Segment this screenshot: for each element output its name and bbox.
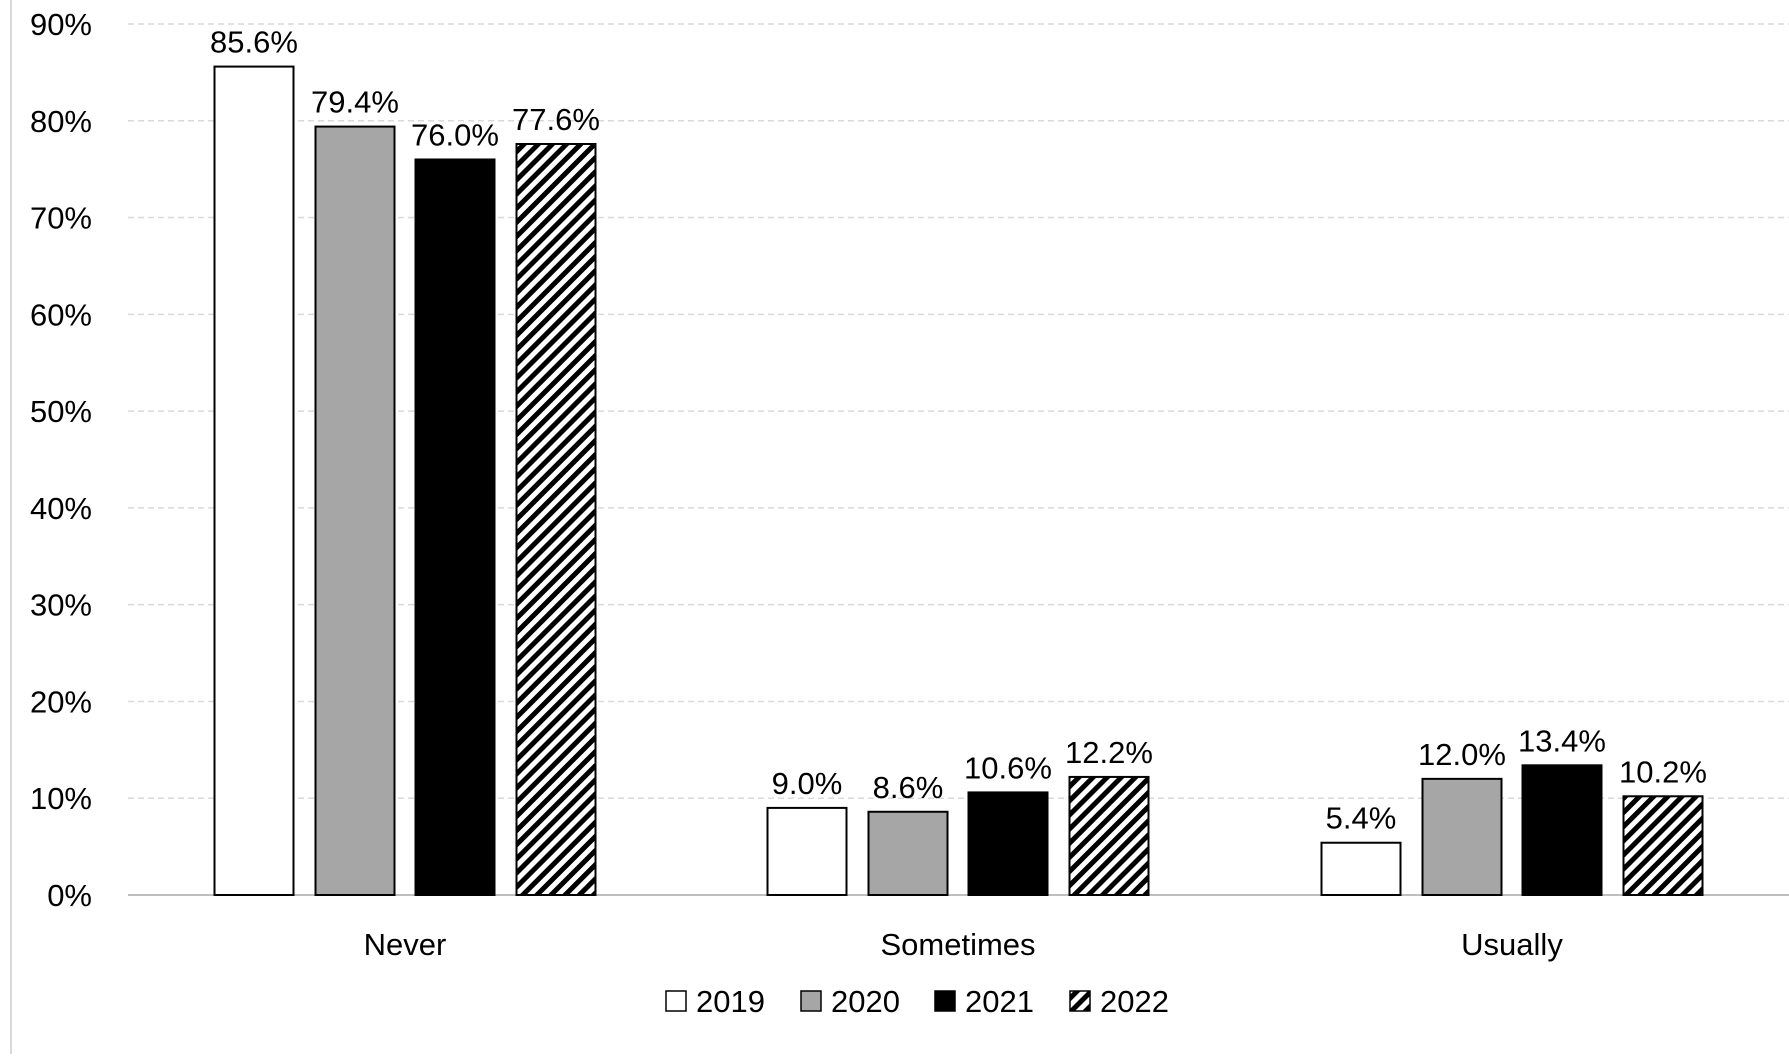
legend-swatch-2021 <box>934 990 956 1012</box>
y-tick-label: 80% <box>30 104 92 139</box>
y-tick-label: 90% <box>30 7 92 42</box>
bar-2022-sometimes <box>1068 775 1150 896</box>
bar-2019-never <box>213 65 295 897</box>
data-label-2022-sometimes: 12.2% <box>1065 735 1153 770</box>
y-tick-label: 0% <box>47 878 92 913</box>
x-category-label: Usually <box>1461 927 1563 962</box>
legend-swatch-2020 <box>800 990 822 1012</box>
bar-2021-usually <box>1521 764 1603 896</box>
data-label-2021-sometimes: 10.6% <box>964 750 1052 785</box>
legend: 2019 2020 2021 2022 <box>665 984 1169 1019</box>
legend-label-2019: 2019 <box>696 984 765 1019</box>
legend-swatch-2022 <box>1069 990 1091 1012</box>
bar-2020-never <box>314 125 396 896</box>
legend-label-2022: 2022 <box>1100 984 1169 1019</box>
x-category-label: Never <box>364 927 447 962</box>
x-category-label: Sometimes <box>880 927 1035 962</box>
gridlines <box>128 23 1789 799</box>
data-label-2020-usually: 12.0% <box>1418 737 1506 772</box>
bar-2021-never <box>414 158 496 896</box>
data-label-2021-usually: 13.4% <box>1518 723 1606 758</box>
bar-2022-usually <box>1622 795 1704 897</box>
data-label-2019-sometimes: 9.0% <box>772 766 843 801</box>
y-tick-label: 40% <box>30 491 92 526</box>
y-tick-label: 50% <box>30 394 92 429</box>
axes: 0% 10% 20% 30% 40% 50% 60% 70% 80% 90% Never Someti… <box>10 0 1789 1054</box>
bar-2019-sometimes <box>766 806 848 897</box>
y-tick-label: 70% <box>30 201 92 236</box>
legend-label-2020: 2020 <box>831 984 900 1019</box>
bar-2022-never <box>515 143 597 896</box>
data-labels: 85.6% 9.0% 5.4% 79.4% 8.6% 12.0% 76.0% 10.6% 13.… <box>210 25 1707 836</box>
data-label-2022-never: 77.6% <box>512 102 600 137</box>
y-tick-label: 20% <box>30 684 92 719</box>
bar-2019-usually <box>1320 841 1402 896</box>
y-tick-label: 60% <box>30 297 92 332</box>
data-label-2019-never: 85.6% <box>210 25 298 60</box>
data-label-2020-never: 79.4% <box>311 85 399 120</box>
bar-2020-sometimes <box>867 810 949 897</box>
bars <box>213 65 1704 897</box>
bar-2021-sometimes <box>967 791 1049 896</box>
data-label-2021-never: 76.0% <box>411 117 499 152</box>
y-tick-label: 10% <box>30 781 92 816</box>
legend-swatch-2019 <box>665 990 687 1012</box>
y-tick-label: 30% <box>30 588 92 623</box>
bar-2020-usually <box>1421 777 1503 896</box>
legend-label-2021: 2021 <box>965 984 1034 1019</box>
data-label-2019-usually: 5.4% <box>1326 801 1397 836</box>
data-label-2022-usually: 10.2% <box>1619 754 1707 789</box>
data-label-2020-sometimes: 8.6% <box>873 770 944 805</box>
